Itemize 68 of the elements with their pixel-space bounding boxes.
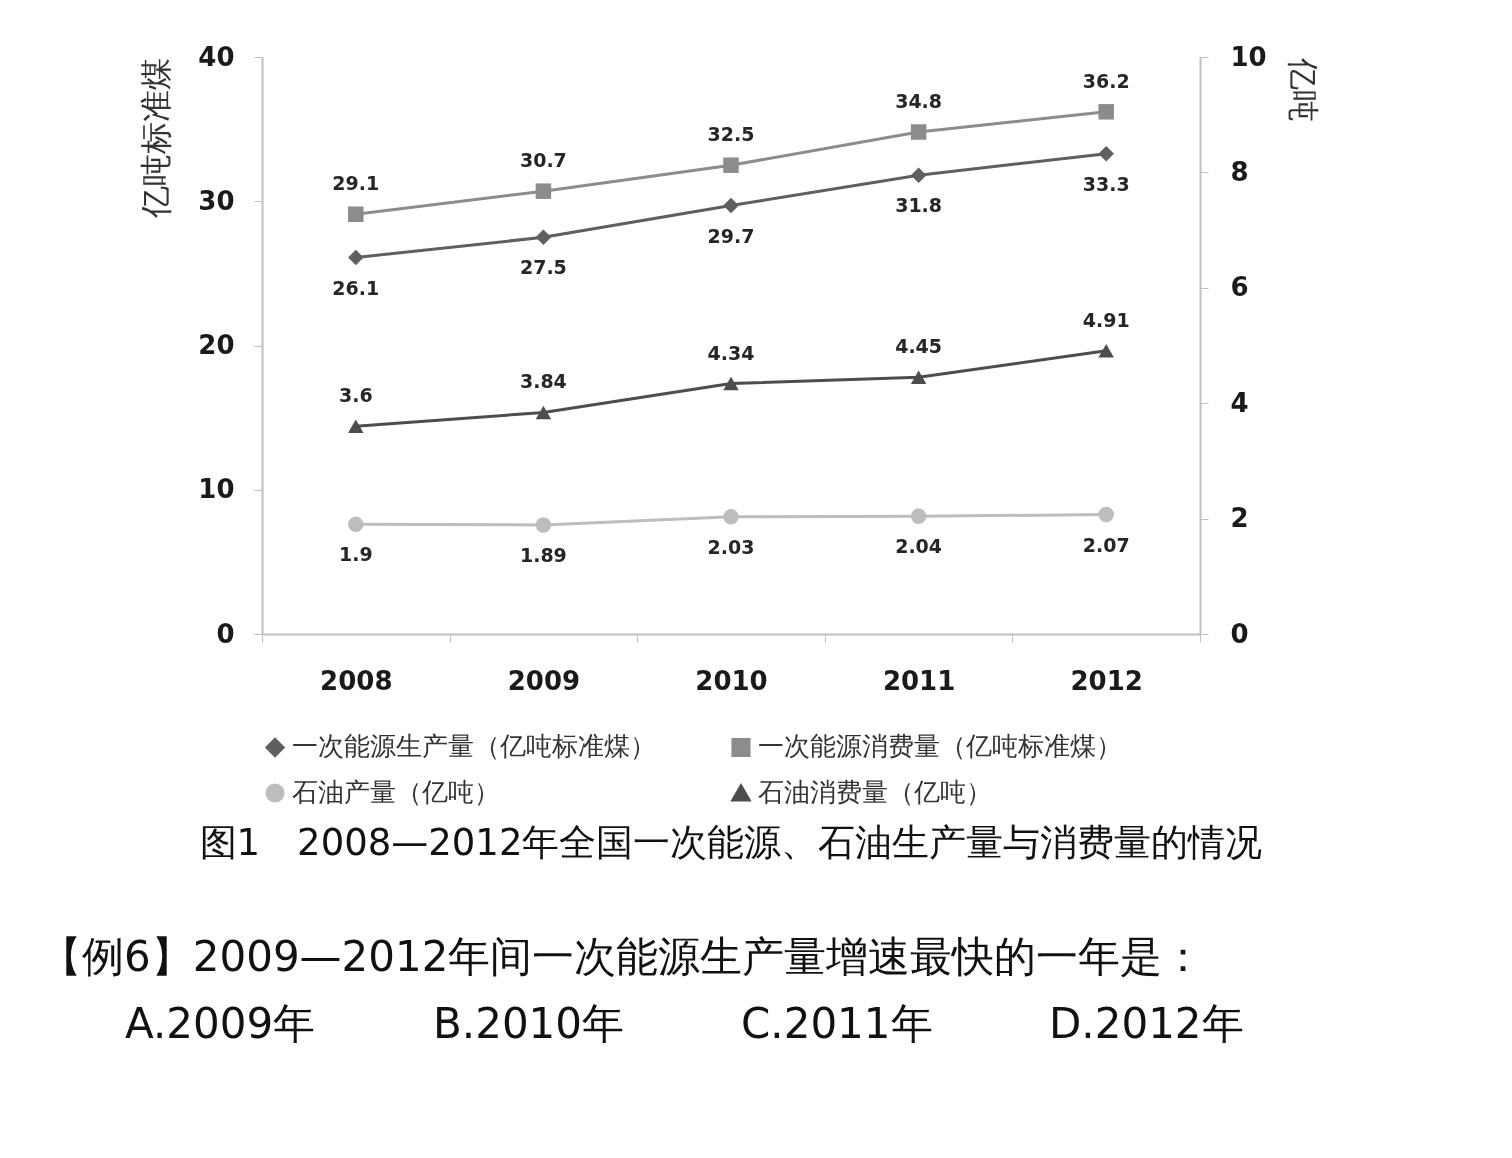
point	[535, 405, 552, 420]
y2-axis-title: 亿吨	[1283, 56, 1322, 122]
point	[535, 229, 552, 246]
point	[910, 167, 927, 184]
data-label: 2.03	[707, 535, 755, 558]
y2-tick-label: 2	[1230, 503, 1249, 534]
point	[723, 197, 739, 214]
data-label: 2.07	[1082, 533, 1130, 556]
data-label: 4.91	[1082, 308, 1130, 331]
y-tick-label: 10	[198, 474, 235, 505]
data-label: 1.9	[338, 543, 373, 566]
legend-label: 一次能源消费量（亿吨标准煤）	[758, 731, 1122, 762]
data-label: 4.34	[707, 341, 755, 364]
data-label: 33.3	[1082, 172, 1130, 195]
point	[348, 516, 364, 533]
y2-tick-label: 0	[1230, 618, 1249, 649]
point	[723, 157, 739, 173]
point	[1098, 506, 1114, 523]
text: C.2011年	[741, 999, 933, 1048]
y2-tick-label: 6	[1230, 272, 1249, 303]
text: B.2010年	[433, 999, 625, 1048]
y-tick-label: 0	[216, 618, 235, 649]
point	[1098, 343, 1114, 358]
x-tick-label: 2008	[320, 665, 393, 696]
legend-label: 石油产量（亿吨）	[292, 777, 500, 807]
text: 【例6】2009—2012年间一次能源生产量增速最快的一年是：	[40, 932, 1205, 981]
point	[723, 509, 739, 525]
legend-label: 一次能源生产量（亿吨标准煤）	[292, 731, 656, 762]
data-label: 3.6	[338, 384, 373, 407]
y2-tick-label: 8	[1230, 156, 1249, 187]
point	[535, 183, 552, 199]
y2-tick-label: 4	[1230, 387, 1249, 418]
point	[348, 206, 364, 222]
data-label: 3.84	[519, 370, 567, 393]
y2-tick-label: 10	[1230, 41, 1267, 72]
text: 图1 2008—2012年全国一次能源、石油生产量与消费量的情况	[199, 821, 1263, 864]
data-label: 2.04	[895, 535, 943, 558]
text: A.2009年	[125, 999, 316, 1048]
x-tick-label: 2009	[507, 665, 581, 696]
data-label: 36.2	[1082, 69, 1130, 92]
text: D.2012年	[1049, 999, 1244, 1048]
point	[723, 376, 739, 391]
point	[348, 419, 364, 433]
x-tick-label: 2011	[882, 665, 956, 696]
data-label: 29.1	[332, 172, 380, 195]
x-tick-label: 2012	[1070, 665, 1143, 696]
point	[1098, 104, 1114, 120]
data-label: 27.5	[519, 256, 567, 279]
data-label: 30.7	[519, 149, 567, 172]
data-label: 26.1	[332, 276, 380, 299]
y-tick-label: 40	[198, 41, 235, 72]
point	[910, 370, 927, 384]
point	[348, 249, 364, 266]
point	[910, 124, 927, 140]
point	[910, 508, 927, 525]
data-label: 31.8	[895, 194, 943, 217]
x-tick-label: 2010	[695, 665, 768, 696]
y-tick-label: 20	[198, 330, 235, 360]
data-label: 29.7	[707, 224, 755, 247]
y-tick-label: 30	[198, 185, 235, 216]
point	[535, 517, 552, 533]
data-label: 4.45	[895, 335, 943, 358]
legend-label: 石油消费量（亿吨）	[758, 777, 992, 807]
data-label: 1.89	[519, 543, 567, 566]
point	[1098, 145, 1114, 162]
y-axis-title: 亿吨标准煤	[137, 57, 176, 219]
data-label: 32.5	[707, 123, 755, 146]
data-label: 34.8	[895, 90, 943, 113]
